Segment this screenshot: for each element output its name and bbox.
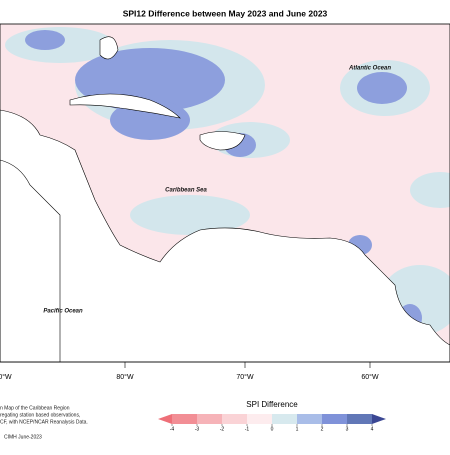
map-area	[0, 23, 450, 368]
note-line: regating station based observations,	[0, 412, 80, 418]
longitude-label: 60°W	[361, 373, 379, 381]
colorbar-tick-label: -2	[220, 426, 225, 432]
colorbar-segment	[347, 414, 372, 424]
longitude-label: 80°W	[116, 373, 134, 381]
colorbar-segment	[197, 414, 222, 424]
colorbar-segment	[172, 414, 197, 424]
footer: CIMH June-2023	[4, 434, 42, 440]
colorbar-tick-label: 1	[296, 426, 299, 432]
colorbar-segment	[247, 414, 272, 424]
legend-title: SPI Difference	[246, 400, 298, 409]
colorbar-segment	[272, 414, 297, 424]
colorbar-tick-label: 2	[321, 426, 324, 432]
colorbar-arrow	[372, 414, 386, 424]
colorbar-segment	[222, 414, 247, 424]
colorbar-tick-label: 3	[346, 426, 349, 432]
title: SPI12 Difference between May 2023 and Ju…	[123, 8, 328, 18]
colorbar-tick-label: 0	[271, 426, 274, 432]
ocean-label: Pacific Ocean	[43, 309, 83, 315]
longitude-label: 70°W	[236, 373, 254, 381]
colorbar-arrow	[158, 414, 172, 424]
colorbar-segment	[322, 414, 347, 424]
ocean-label: Caribbean Sea	[165, 188, 207, 194]
colorbar-tick-label: -1	[245, 426, 250, 432]
colorbar: -4 -3 -2 -1 0 1 2 3 4	[158, 414, 386, 432]
ocean-label: Atlantic Ocean	[348, 66, 391, 72]
longitude-label: 0°W	[0, 373, 12, 381]
note-line: n Map of the Caribbean Region	[0, 405, 70, 411]
colorbar-tick-label: -3	[195, 426, 200, 432]
colorbar-tick-label: -4	[170, 426, 175, 432]
colorbar-tick-label: 4	[371, 426, 374, 432]
note-line: CF, with NCEP/NCAR Reanalysis Data.	[0, 419, 88, 425]
colorbar-segment	[297, 414, 322, 424]
